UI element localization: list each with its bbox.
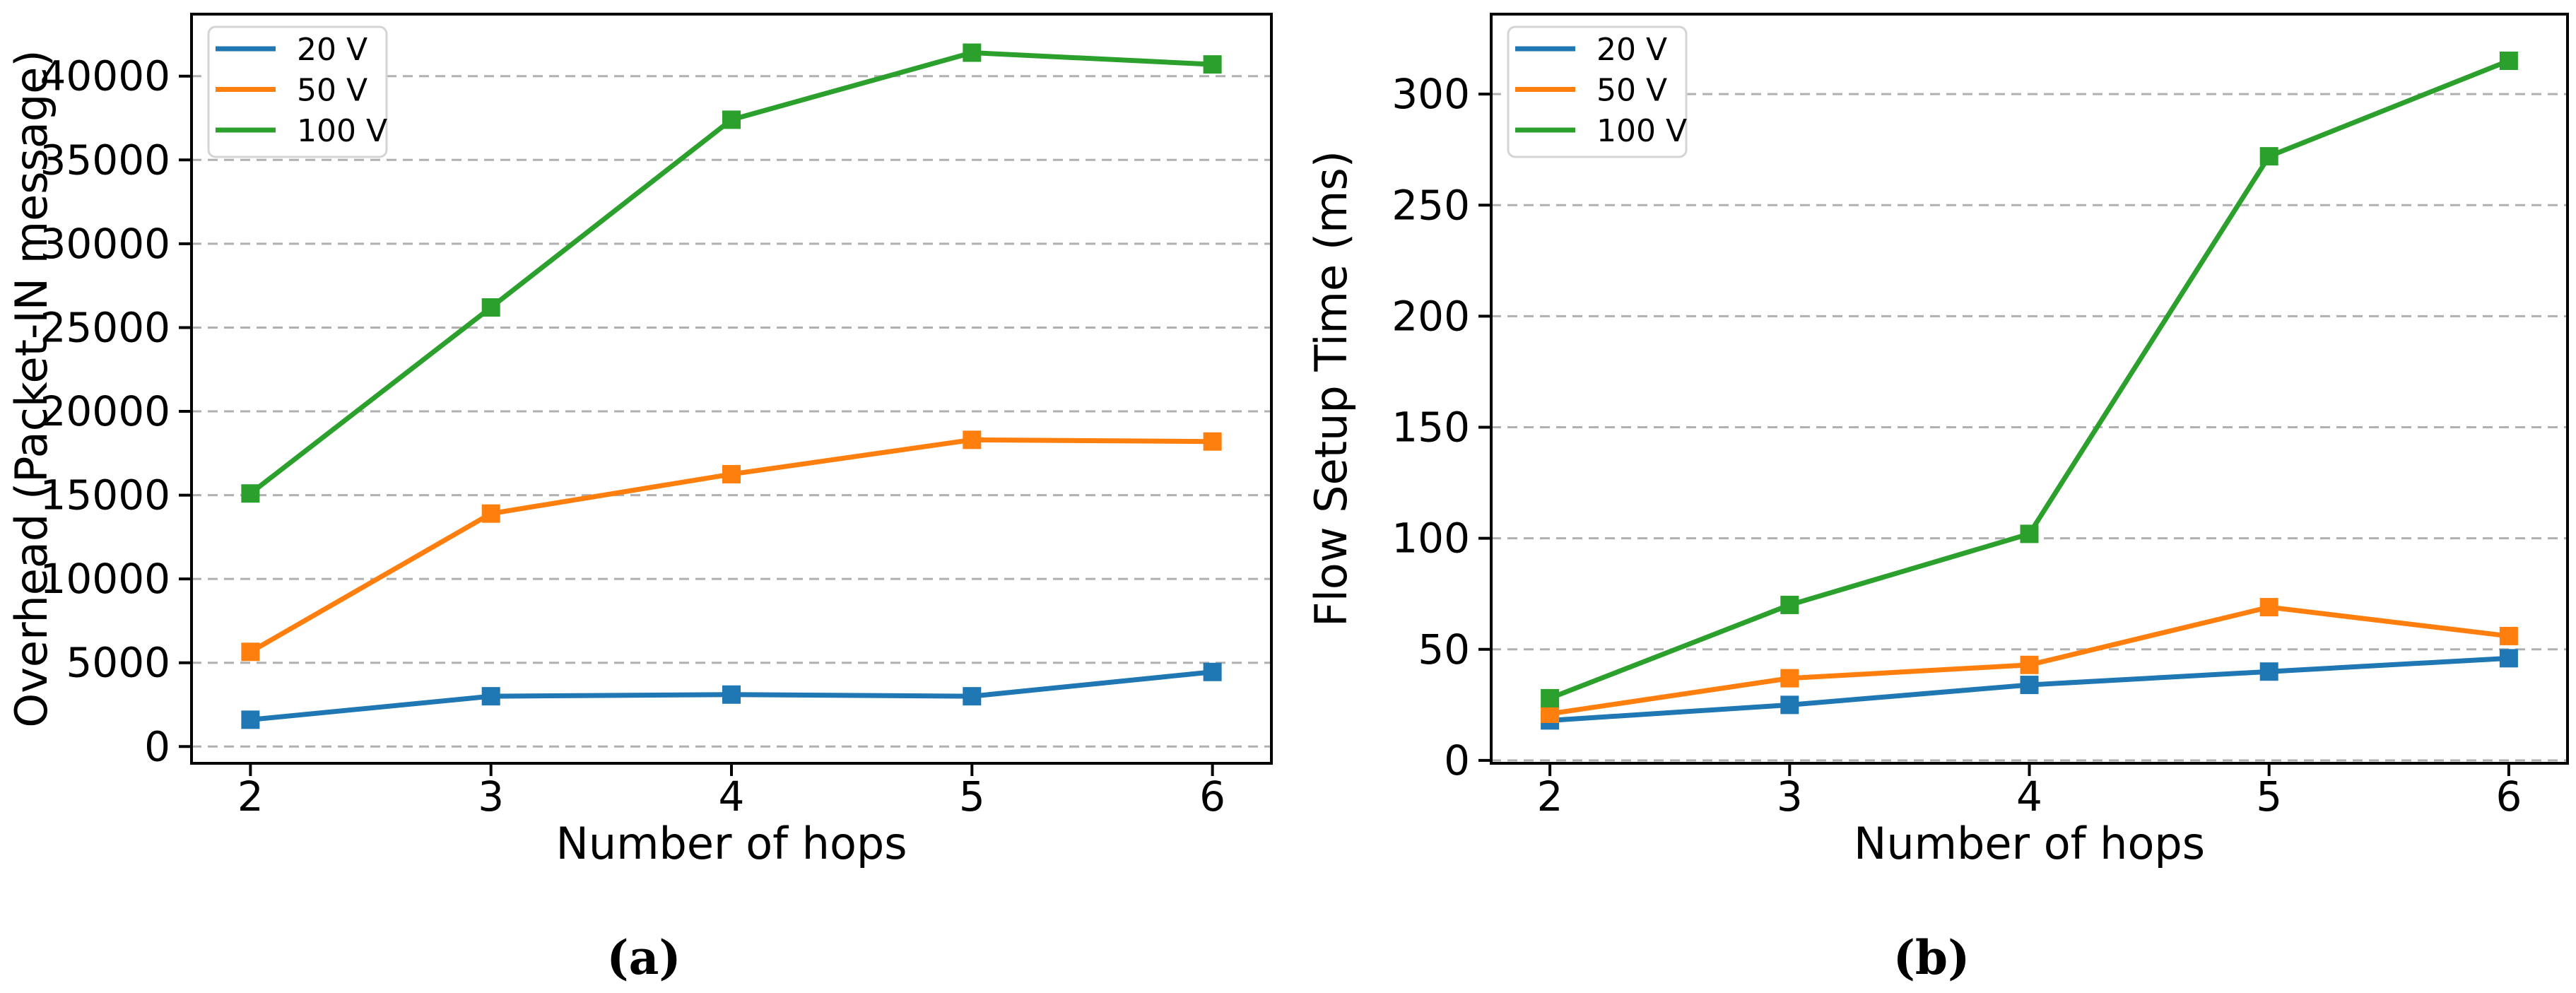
x-tick-label: 4: [2016, 772, 2042, 821]
caption-b-letter: b: [1915, 930, 1948, 985]
plot-border: [1490, 13, 2569, 765]
caption-b-close: ): [1948, 930, 1970, 985]
y-axis-label: Flow Setup Time (ms): [1305, 151, 1357, 627]
y-tick-label: 15000: [40, 471, 170, 519]
series-marker-20v: [722, 685, 741, 704]
series-marker-50v: [722, 464, 741, 483]
series-marker-20v: [963, 687, 982, 706]
legend-label: 100 V: [1596, 113, 1687, 149]
series-marker-100v: [241, 484, 260, 503]
series-marker-50v: [2499, 626, 2518, 645]
series-marker-100v: [1203, 55, 1222, 74]
y-axis-label: Overhead (Packet-IN message): [6, 49, 57, 727]
series-marker-100v: [963, 43, 982, 62]
series-marker-20v: [241, 710, 260, 729]
legend-box: [207, 25, 388, 158]
x-axis-label: Number of hops: [1854, 818, 2205, 869]
x-tick-label: 2: [1537, 772, 1563, 821]
y-tick-label: 250: [1392, 181, 1470, 229]
x-tick-label: 6: [2495, 772, 2522, 821]
series-marker-50v: [1203, 432, 1222, 451]
series-marker-20v: [2020, 676, 2039, 695]
series-marker-20v: [2499, 649, 2518, 668]
y-tick-label: 0: [144, 722, 170, 770]
y-tick-label: 10000: [40, 555, 170, 603]
x-tick-label: 2: [237, 772, 264, 821]
series-marker-100v: [481, 298, 500, 317]
series-marker-20v: [1780, 695, 1799, 715]
series-line-100v: [1548, 58, 2510, 701]
y-tick-label: 30000: [40, 220, 170, 268]
series-marker-50v: [481, 504, 500, 523]
caption-b-open: (: [1893, 930, 1915, 985]
y-tick-label: 300: [1392, 70, 1470, 118]
y-tick-label: 50: [1418, 625, 1470, 674]
legend-label: 20 V: [1596, 32, 1667, 68]
series-marker-100v: [722, 110, 741, 129]
legend-box: [1507, 25, 1688, 158]
x-tick-label: 5: [2256, 772, 2282, 821]
caption-a-close: ): [659, 930, 681, 985]
series-marker-50v: [1780, 669, 1799, 688]
x-axis-label: Number of hops: [555, 818, 907, 869]
x-tick-label: 4: [719, 772, 745, 821]
y-tick-label: 200: [1392, 292, 1470, 340]
y-tick-label: 100: [1392, 515, 1470, 563]
y-tick-label: 150: [1392, 404, 1470, 452]
x-tick-label: 5: [959, 772, 985, 821]
series-marker-50v: [1541, 704, 1560, 723]
y-tick-label: 40000: [40, 52, 170, 100]
legend: 20 V 50 V 100 V: [207, 25, 388, 158]
y-tick-label: 25000: [40, 303, 170, 351]
caption-a-letter: a: [629, 930, 659, 985]
y-tick-label: 20000: [40, 387, 170, 435]
caption-a-open: (: [606, 930, 628, 985]
y-tick-label: 0: [1444, 736, 1470, 785]
x-tick-label: 3: [478, 772, 504, 821]
series-marker-20v: [481, 687, 500, 706]
series-marker-20v: [2259, 662, 2278, 681]
series-marker-100v: [2499, 51, 2518, 70]
legend: 20 V 50 V 100 V: [1507, 25, 1688, 158]
series-marker-50v: [2020, 655, 2039, 674]
x-tick-label: 6: [1199, 772, 1225, 821]
series-marker-50v: [241, 642, 260, 662]
y-tick-label: 35000: [40, 136, 170, 184]
series-marker-100v: [2259, 147, 2278, 166]
series-marker-100v: [1780, 595, 1799, 614]
chart-a: 0 5000 10000 15000 20000 25000 30000 35000 40000…: [6, 13, 1273, 869]
legend-label: 50 V: [1596, 73, 1667, 109]
x-tick-label: 3: [1777, 772, 1803, 821]
plot-border: [190, 13, 1273, 765]
caption-b: (b): [1893, 930, 1970, 985]
chart-b: 0 50 100 150 200 250 300 2 3 4 5 6 Number of hops Flo…: [1305, 13, 2569, 869]
series-marker-100v: [1541, 688, 1560, 707]
legend-label: 50 V: [297, 73, 367, 109]
series-marker-50v: [2259, 598, 2278, 617]
series-marker-100v: [2020, 524, 2039, 543]
legend-label: 20 V: [297, 32, 367, 68]
series-marker-50v: [963, 430, 982, 450]
legend-label: 100 V: [297, 113, 387, 149]
series-marker-20v: [1203, 662, 1222, 681]
y-tick-label: 5000: [66, 639, 170, 687]
caption-a: (a): [606, 930, 681, 985]
